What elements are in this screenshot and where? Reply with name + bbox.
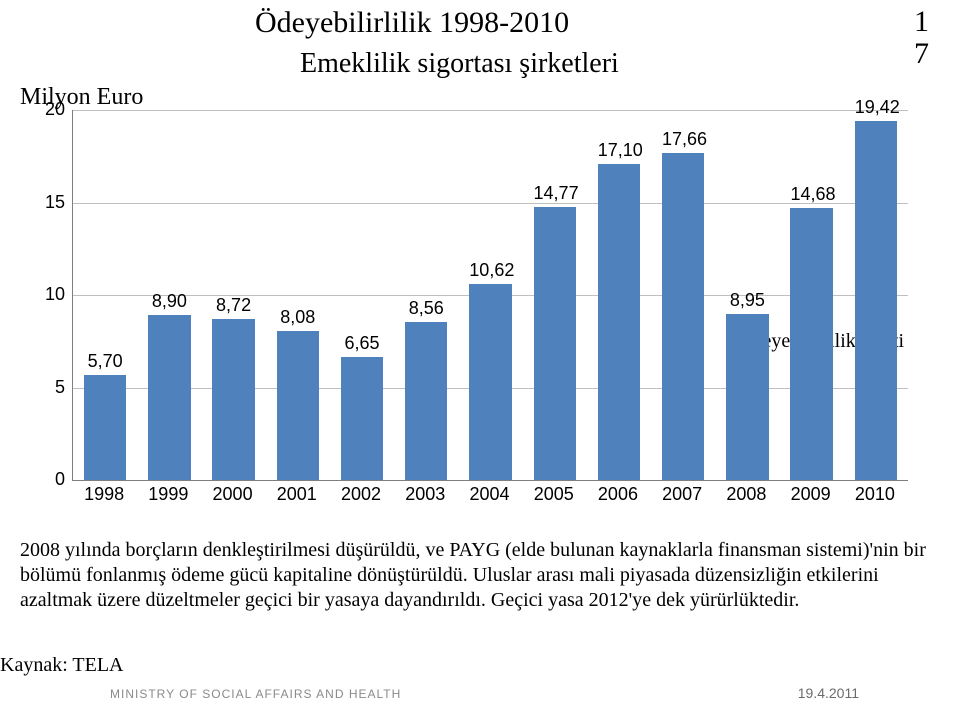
- slide: Ödeyebilirlilik 1998-2010 Emeklilik sigo…: [0, 0, 959, 713]
- bar: 8,72: [212, 319, 254, 480]
- bar-value-label: 8,08: [277, 307, 319, 328]
- bar-value-label: 5,70: [84, 351, 126, 372]
- y-tick-label: 20: [35, 99, 65, 120]
- bar-chart: Ödeyebilirlilik limiti 5,708,908,728,086…: [32, 110, 927, 510]
- plot-area: Ödeyebilirlilik limiti 5,708,908,728,086…: [72, 110, 908, 481]
- bar-value-label: 8,56: [405, 298, 447, 319]
- x-tick-label: 2009: [779, 484, 843, 505]
- x-tick-label: 2000: [200, 484, 264, 505]
- bar-value-label: 14,77: [534, 183, 576, 204]
- x-tick-label: 2002: [329, 484, 393, 505]
- bar-value-label: 19,42: [855, 97, 897, 118]
- page-number-top: 1: [914, 5, 929, 38]
- bar: 5,70: [84, 375, 126, 480]
- y-tick-label: 5: [35, 377, 65, 398]
- bar: 17,66: [662, 153, 704, 480]
- gridline: [73, 110, 908, 111]
- bar-value-label: 8,90: [148, 291, 190, 312]
- bar: 8,90: [148, 315, 190, 480]
- y-tick-label: 0: [35, 469, 65, 490]
- bar: 8,95: [726, 314, 768, 480]
- bar: 6,65: [341, 357, 383, 480]
- slide-title: Ödeyebilirlilik 1998-2010: [255, 6, 569, 40]
- bar-value-label: 17,10: [598, 140, 640, 161]
- bar-value-label: 8,72: [212, 295, 254, 316]
- bar: 17,10: [598, 164, 640, 480]
- x-tick-label: 1998: [72, 484, 136, 505]
- bar-value-label: 14,68: [790, 184, 832, 205]
- body-text: 2008 yılında borçların denkleştirilmesi …: [20, 538, 940, 613]
- footer-date: 19.4.2011: [798, 685, 859, 701]
- footer-ministry: MINISTRY OF SOCIAL AFFAIRS AND HEALTH: [110, 687, 401, 701]
- page-number-bottom: 7: [914, 37, 929, 70]
- x-tick-label: 2001: [265, 484, 329, 505]
- bar: 10,62: [469, 284, 511, 480]
- x-tick-label: 2005: [522, 484, 586, 505]
- x-tick-label: 2010: [843, 484, 907, 505]
- bar-value-label: 10,62: [469, 260, 511, 281]
- bar: 8,56: [405, 322, 447, 480]
- x-axis-labels: 1998199920002001200220032004200520062007…: [72, 484, 907, 508]
- bar: 19,42: [855, 121, 897, 480]
- bar: 8,08: [277, 331, 319, 480]
- bar: 14,68: [790, 208, 832, 480]
- y-tick-label: 15: [35, 192, 65, 213]
- x-tick-label: 2006: [586, 484, 650, 505]
- x-tick-label: 1999: [136, 484, 200, 505]
- x-tick-label: 2007: [650, 484, 714, 505]
- page-number: 1 7: [914, 6, 929, 69]
- source-text: Kaynak: TELA: [0, 654, 124, 677]
- x-tick-label: 2004: [457, 484, 521, 505]
- slide-subtitle: Emeklilik sigortası şirketleri: [300, 48, 619, 80]
- bar-value-label: 8,95: [726, 290, 768, 311]
- bar-value-label: 17,66: [662, 129, 704, 150]
- x-tick-label: 2003: [393, 484, 457, 505]
- bar-value-label: 6,65: [341, 333, 383, 354]
- y-tick-label: 10: [35, 284, 65, 305]
- x-tick-label: 2008: [714, 484, 778, 505]
- gridline: [73, 203, 908, 204]
- bar: 14,77: [534, 207, 576, 480]
